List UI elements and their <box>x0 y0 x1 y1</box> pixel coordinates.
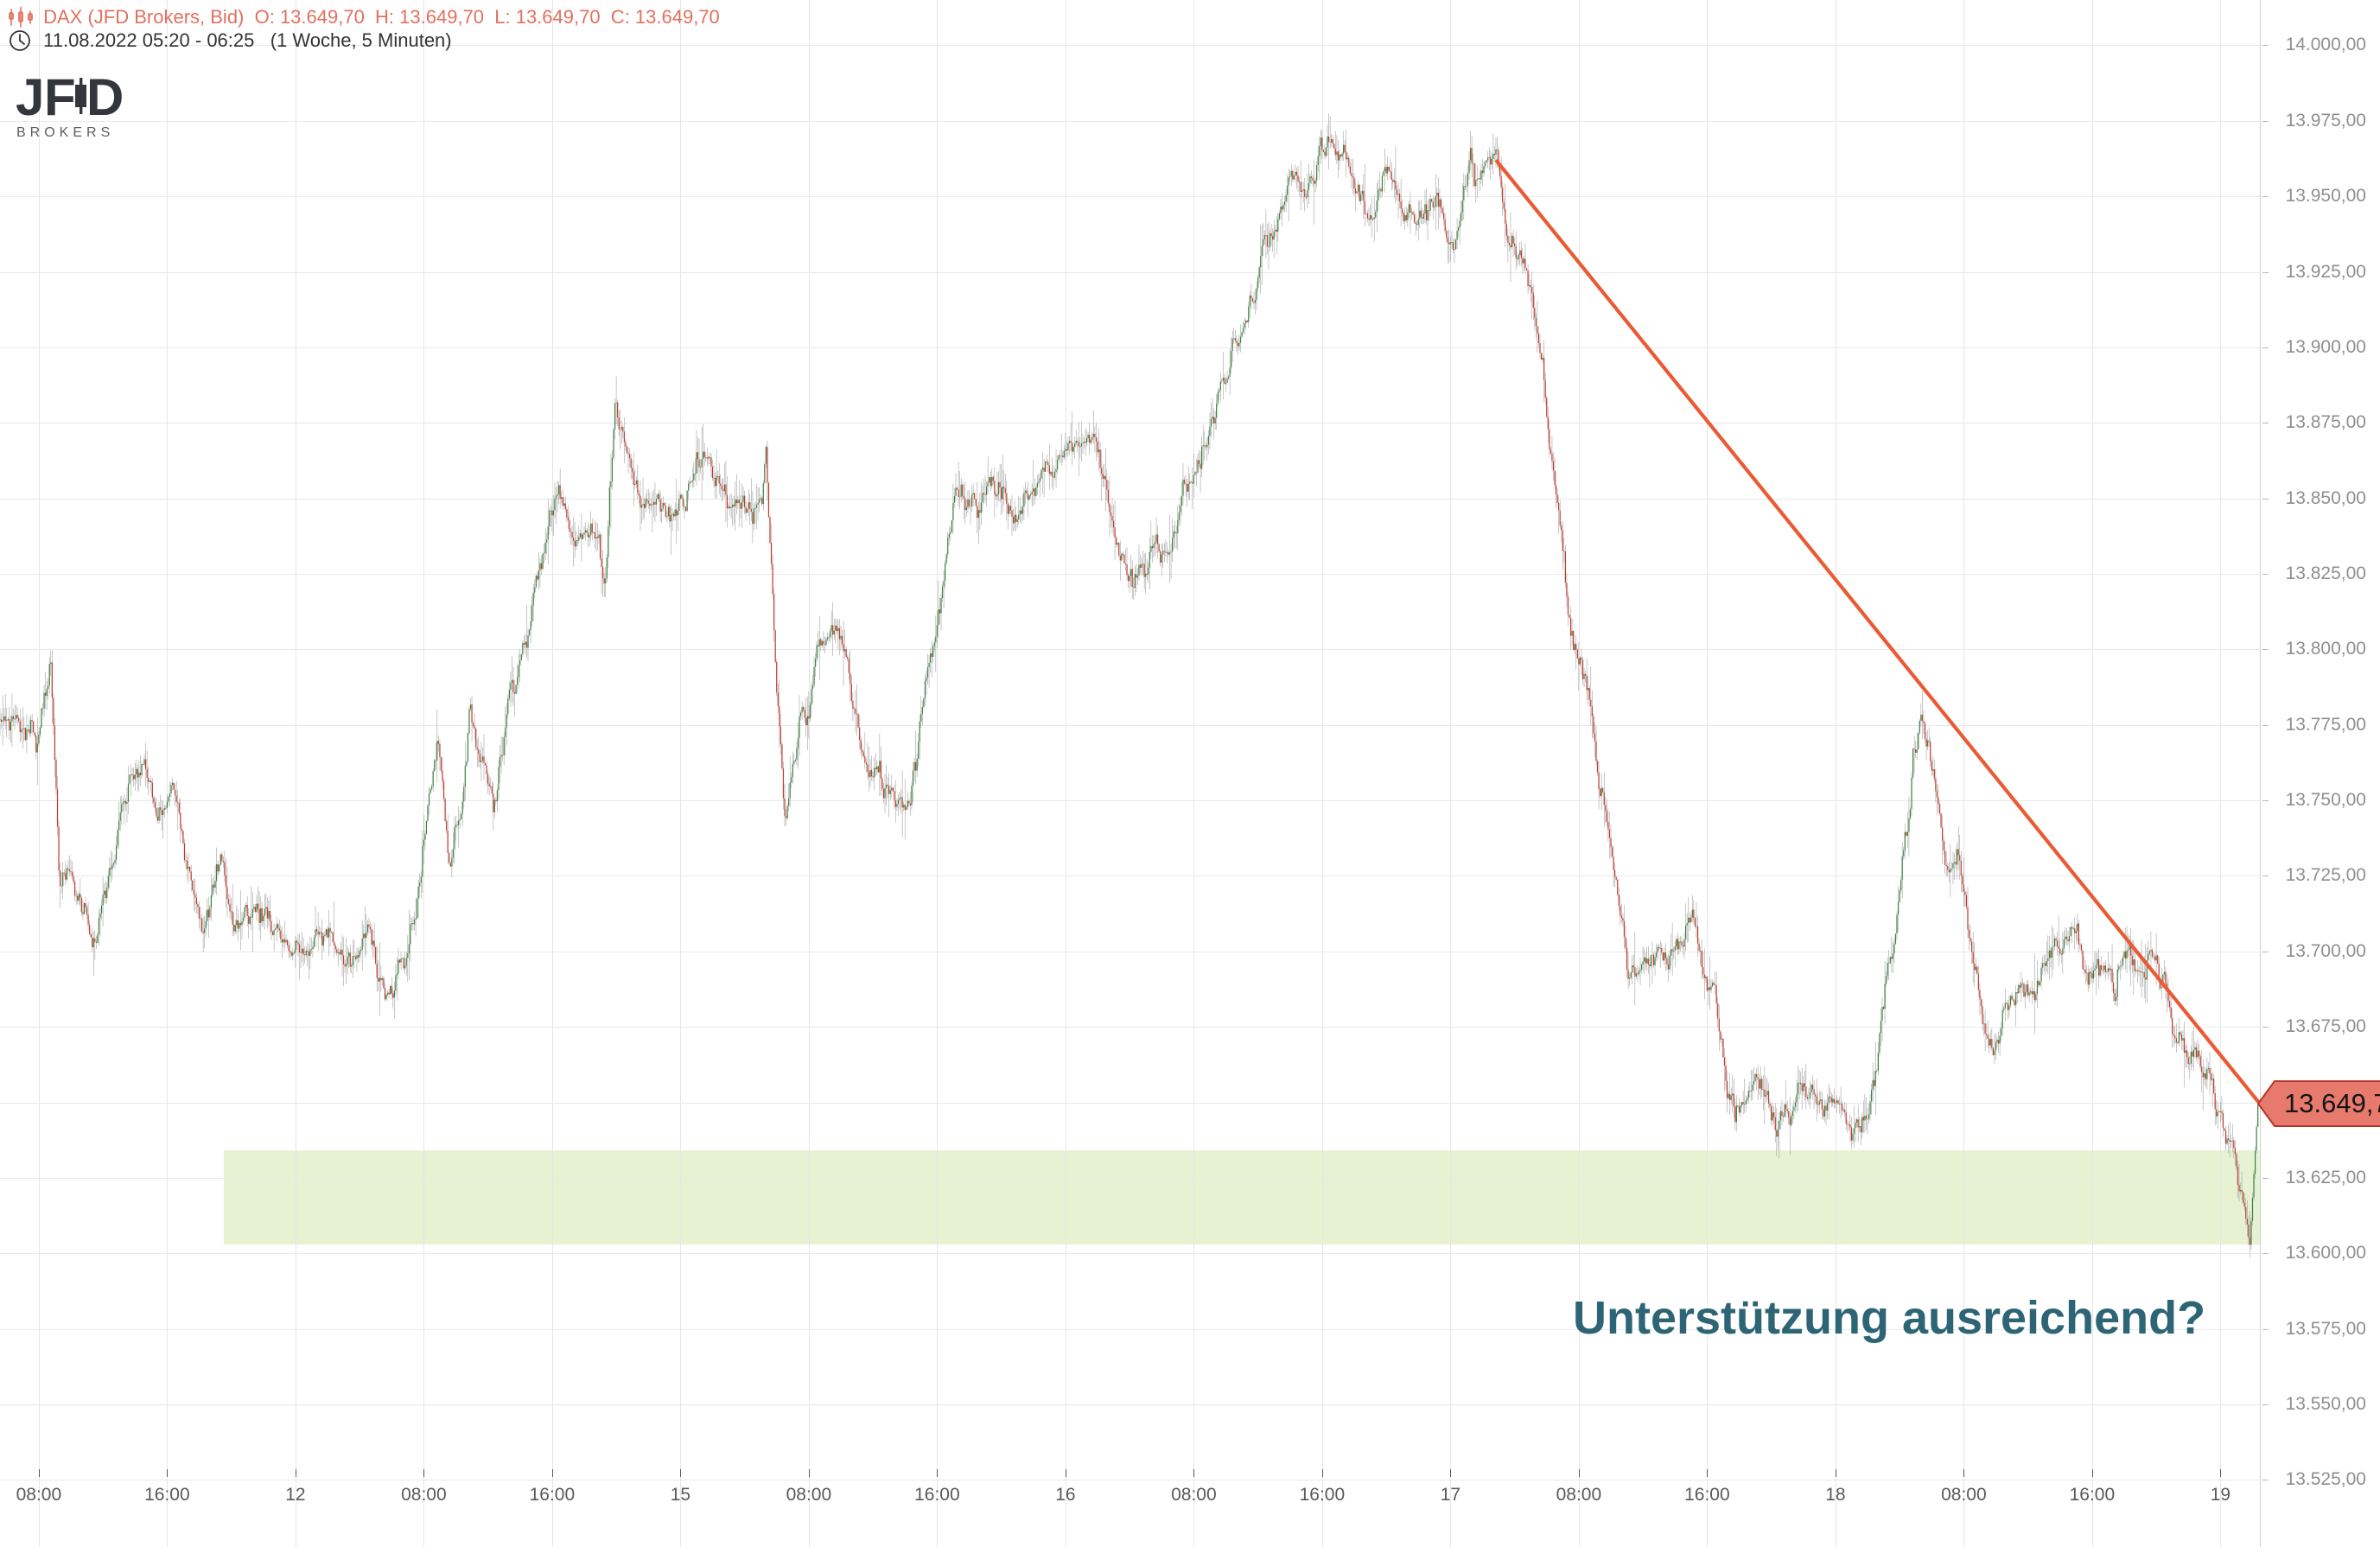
svg-text:F: F <box>44 69 76 126</box>
svg-text:13.649,70: 13.649,70 <box>2284 1088 2380 1118</box>
svg-text:J: J <box>16 69 44 126</box>
svg-text:D: D <box>86 69 124 126</box>
svg-text:BROKERS: BROKERS <box>16 125 114 140</box>
